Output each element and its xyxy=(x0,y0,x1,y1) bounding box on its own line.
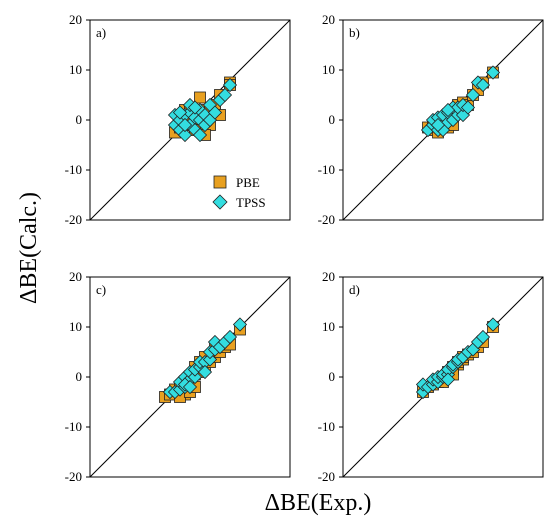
tpss-point xyxy=(475,329,491,345)
tpss-point xyxy=(232,317,248,332)
panel-label: c) xyxy=(96,282,106,297)
tpss-point xyxy=(460,100,476,115)
points-group xyxy=(159,317,248,403)
y-tick-label: -10 xyxy=(65,162,82,177)
y-tick-label: 10 xyxy=(69,62,82,77)
panel-label: d) xyxy=(349,282,360,297)
panel-label: b) xyxy=(349,25,360,40)
tpss-point xyxy=(202,352,218,367)
legend: PBE TPSS xyxy=(212,175,266,210)
tpss-point xyxy=(465,87,481,103)
y-tick-label: -10 xyxy=(318,419,335,434)
tpss-point xyxy=(172,105,188,120)
legend-label-pbe: PBE xyxy=(236,175,260,190)
y-tick-label: 20 xyxy=(69,269,82,284)
panel-b: -20 -10 0 10 20 b) xyxy=(318,12,544,227)
tpss-point xyxy=(430,117,446,133)
y-tick-label: 10 xyxy=(322,62,335,77)
y-axis-title: ΔBE(Calc.) xyxy=(16,192,42,304)
legend-label-tpss: TPSS xyxy=(236,195,266,210)
y-tick-label: 0 xyxy=(329,112,336,127)
tpss-point xyxy=(222,329,238,345)
panels-group: -20 -10 0 10 20 a) PBE TPSS -20 -10 0 10 20 b) -20 -10 0… xyxy=(65,12,544,484)
panel-label: a) xyxy=(96,25,106,40)
pbe-point xyxy=(194,91,206,104)
y-tick-label: -10 xyxy=(318,162,335,177)
y-tick-label: 20 xyxy=(322,269,335,284)
points-group xyxy=(420,65,501,139)
tpss-point xyxy=(485,65,501,80)
y-tick-label: 10 xyxy=(322,319,335,334)
legend-tpss-marker xyxy=(212,194,228,210)
y-tick-label: 20 xyxy=(69,12,82,27)
y-tick-label: 0 xyxy=(76,369,83,384)
tpss-point xyxy=(187,100,203,115)
tpss-point xyxy=(177,117,193,133)
tpss-point xyxy=(475,77,491,93)
y-tick-label: -20 xyxy=(318,212,335,227)
panel-a: -20 -10 0 10 20 a) PBE TPSS xyxy=(65,12,291,227)
tpss-point xyxy=(440,372,456,387)
legend-pbe-marker xyxy=(213,175,227,189)
tpss-point xyxy=(440,102,456,118)
tpss-point xyxy=(182,379,198,395)
tpss-point xyxy=(485,317,501,332)
tpss-point xyxy=(177,127,193,143)
y-tick-label: 0 xyxy=(76,112,83,127)
y-tick-label: 0 xyxy=(329,369,336,384)
tpss-point xyxy=(222,77,238,93)
y-tick-label: -20 xyxy=(65,469,82,484)
tpss-point xyxy=(217,87,233,103)
tpss-point xyxy=(187,369,203,385)
y-tick-label: -10 xyxy=(65,419,82,434)
x-axis-title: ΔBE(Exp.) xyxy=(265,490,372,516)
points-group xyxy=(415,317,501,400)
tpss-point xyxy=(197,364,213,380)
tpss-point xyxy=(207,105,223,120)
y-tick-label: 20 xyxy=(322,12,335,27)
y-tick-label: -20 xyxy=(318,469,335,484)
panel-c: -20 -10 0 10 20 c) xyxy=(65,269,291,484)
points-group xyxy=(167,76,238,143)
y-tick-label: 10 xyxy=(69,319,82,334)
panel-d: -20 -10 0 10 20 d) xyxy=(318,269,544,484)
y-tick-label: -20 xyxy=(65,212,82,227)
tpss-point xyxy=(192,127,208,143)
